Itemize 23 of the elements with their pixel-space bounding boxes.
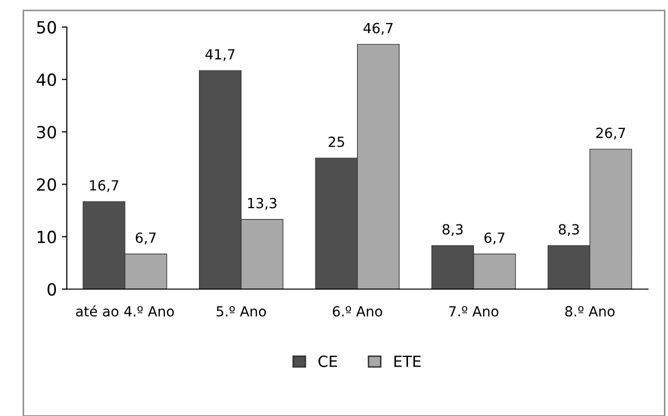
y-tick-label: 20 (37, 178, 56, 191)
data-label: 25 (328, 136, 344, 148)
legend-label: ETE (394, 356, 421, 367)
data-label: 46,7 (364, 22, 393, 35)
legend-label: CE (318, 356, 337, 368)
data-label: 8,3 (558, 224, 579, 236)
x-tick-label: até ao 4.º Ano (76, 305, 174, 317)
data-label: 16,7 (90, 180, 118, 192)
data-label: 26,7 (596, 128, 626, 140)
data-label: 6,7 (136, 232, 156, 244)
y-tick-label: 10 (38, 230, 56, 244)
y-tick-label: 50 (37, 21, 56, 34)
y-tick-label: 40 (36, 73, 56, 86)
data-label: 6,7 (484, 232, 504, 244)
x-tick-label: 6.º Ano (332, 306, 382, 317)
y-tick-label: 30 (37, 126, 56, 138)
x-tick-label: 5.º Ano (216, 306, 266, 317)
data-label: 41,7 (205, 49, 234, 61)
x-tick-label: 7.º Ano (449, 306, 498, 317)
x-tick-label: 8.º Ano (565, 306, 615, 317)
y-tick-label: 0 (48, 283, 56, 296)
data-label: 8,3 (442, 224, 463, 236)
data-label: 13,3 (248, 198, 276, 210)
